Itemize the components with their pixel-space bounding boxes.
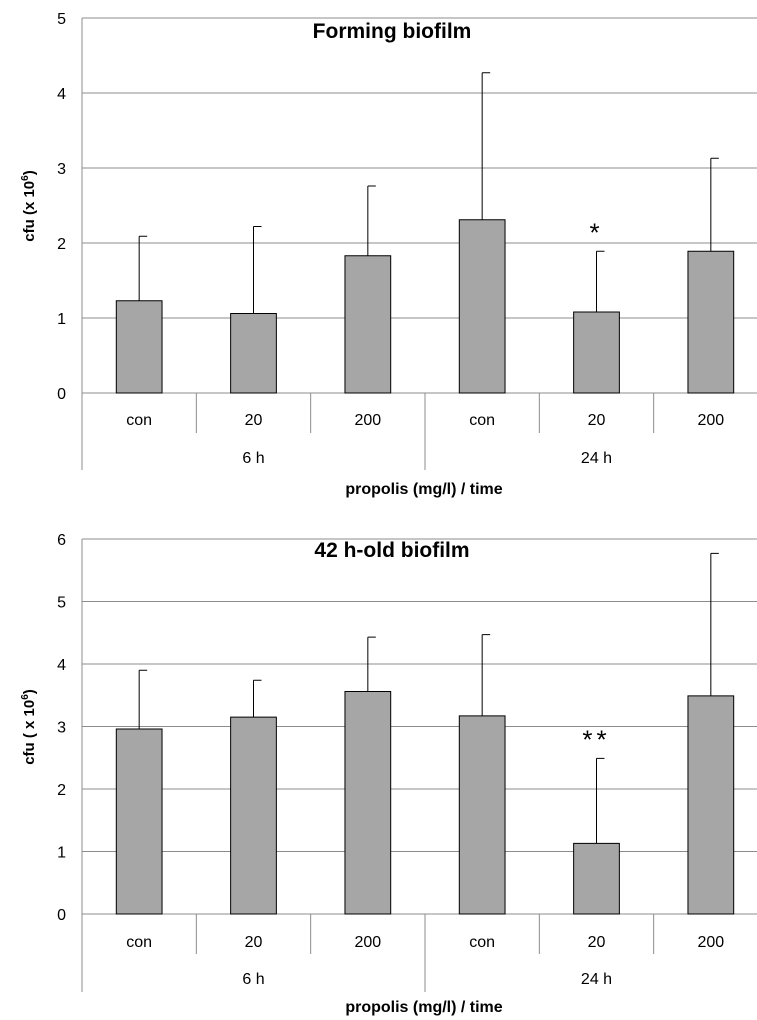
x-category-label: 200 xyxy=(354,412,381,429)
y-tick-label: 1 xyxy=(57,311,66,328)
x-group-label: 6 h xyxy=(242,450,264,467)
y-tick-label: 4 xyxy=(57,86,66,103)
x-group-label: 6 h xyxy=(242,971,264,988)
x-group-label: 24 h xyxy=(581,450,612,467)
y-tick-label: 2 xyxy=(57,782,66,799)
bar xyxy=(344,255,392,394)
x-category-label: 20 xyxy=(588,934,606,951)
y-axis-label-end: ) xyxy=(21,170,38,175)
y-tick-label: 0 xyxy=(57,907,66,924)
y-axis-label: cfu (x 106) xyxy=(20,170,38,241)
y-tick-label: 1 xyxy=(57,845,66,862)
y-tick-label: 5 xyxy=(57,11,66,28)
chart-panel-2: 0 1 2 3 4 5 6 con 20 200 con 20 ** 200 6 h 24 h 42 h-old… xyxy=(20,532,757,1016)
bar xyxy=(687,250,735,394)
y-axis-label-exponent: 6 xyxy=(20,694,31,700)
bar xyxy=(115,728,163,915)
bar xyxy=(458,715,506,915)
y-axis-label-end: ) xyxy=(21,689,38,694)
chart-title: 42 h-old biofilm xyxy=(314,539,469,562)
y-tick-label: 0 xyxy=(57,386,66,403)
x-axis-label: propolis (mg/l) / time xyxy=(345,481,502,498)
bar xyxy=(573,311,620,394)
y-tick-label: 5 xyxy=(57,595,66,612)
y-tick-label: 2 xyxy=(57,236,66,253)
x-group-label: 24 h xyxy=(581,971,612,988)
x-category-label: 200 xyxy=(697,412,724,429)
x-category-label: con xyxy=(469,934,495,951)
y-tick-label: 4 xyxy=(57,657,66,674)
bar xyxy=(344,691,392,915)
x-category-label: 200 xyxy=(697,934,724,951)
y-axis-label-main: cfu ( x 10 xyxy=(21,700,38,765)
bar xyxy=(230,716,277,915)
x-category-label: con xyxy=(469,412,495,429)
significance-marker: ** xyxy=(582,724,610,754)
y-axis-label-main: cfu (x 10 xyxy=(21,181,38,242)
x-category-label: 200 xyxy=(354,934,381,951)
bar xyxy=(573,842,620,915)
bar xyxy=(458,219,506,394)
y-tick-label: 3 xyxy=(57,161,66,178)
x-category-label: 20 xyxy=(245,412,263,429)
chart-panel-1: 0 1 2 3 4 5 con 20 200 con 20 * 200 6 h 24 h Forming bi… xyxy=(20,11,757,498)
significance-marker: * xyxy=(589,217,603,247)
bar xyxy=(687,695,735,915)
y-tick-label: 6 xyxy=(57,532,66,549)
x-category-label: 20 xyxy=(588,412,606,429)
x-category-label: 20 xyxy=(245,934,263,951)
y-axis-label-exponent: 6 xyxy=(20,175,31,181)
bar xyxy=(115,300,163,394)
y-axis-label: cfu ( x 106) xyxy=(20,689,38,765)
x-axis-label: propolis (mg/l) / time xyxy=(345,999,502,1016)
x-category-label: con xyxy=(126,934,152,951)
x-category-label: con xyxy=(126,412,152,429)
bar xyxy=(230,313,277,394)
y-tick-label: 3 xyxy=(57,720,66,737)
chart-title: Forming biofilm xyxy=(313,20,472,43)
